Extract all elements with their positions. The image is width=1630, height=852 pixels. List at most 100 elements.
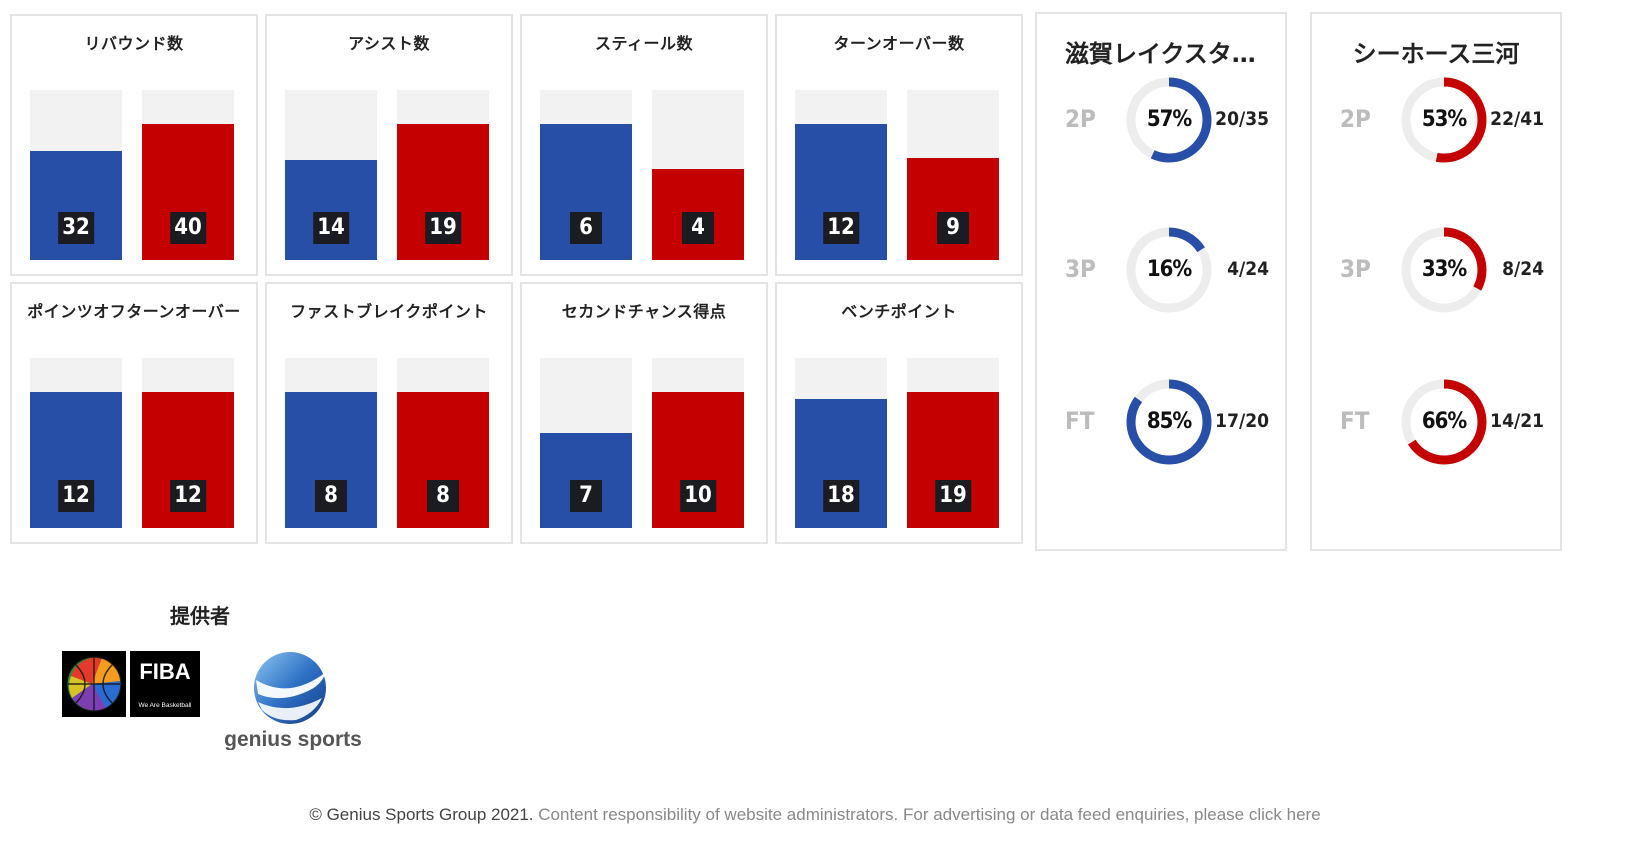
- bar-value-team2: 8: [427, 480, 459, 512]
- stat-card: ポインツオフターンオーバー 12 12: [10, 282, 258, 544]
- stat-card: アシスト数 14 19: [265, 14, 513, 276]
- footer-link[interactable]: Content responsibility of website admini…: [533, 805, 1321, 824]
- bar-track-team1: 18: [795, 358, 887, 528]
- bar-value-team2: 9: [937, 212, 969, 244]
- genius-text: genius sports: [224, 728, 362, 750]
- stat-title: セカンドチャンス得点: [561, 302, 727, 321]
- bar-track-team1: 14: [285, 90, 377, 260]
- stat-card: ベンチポイント 18 19: [775, 282, 1023, 544]
- fiba-ball-icon: [66, 656, 122, 712]
- shooting-ratio: 22/41: [1490, 108, 1544, 130]
- bar-track-team1: 7: [540, 358, 632, 528]
- bar-track-team1: 8: [285, 358, 377, 528]
- bar-track-team2: 10: [652, 358, 744, 528]
- stat-title: スティール数: [594, 34, 694, 53]
- shooting-row-2p: 2P 53% 22/41: [1312, 72, 1560, 168]
- bar-track-team2: 19: [397, 90, 489, 260]
- shooting-pct: 53%: [1421, 107, 1467, 132]
- shooting-ratio: 17/20: [1215, 410, 1269, 432]
- footer: © Genius Sports Group 2021. Content resp…: [0, 805, 1630, 825]
- stat-title: ファストブレイクポイント: [290, 302, 488, 321]
- shooting-row-ft: FT 85% 17/20: [1037, 374, 1285, 470]
- stat-card: セカンドチャンス得点 7 10: [520, 282, 768, 544]
- stat-card: ターンオーバー数 12 9: [775, 14, 1023, 276]
- stat-title: ポインツオフターンオーバー: [27, 302, 241, 321]
- donut-fill: [1126, 379, 1212, 465]
- shooting-row-2p: 2P 57% 20/35: [1037, 72, 1285, 168]
- shooting-pct: 57%: [1146, 107, 1192, 132]
- footer-copyright: © Genius Sports Group 2021.: [309, 805, 534, 824]
- shooting-row-3p: 3P 33% 8/24: [1312, 222, 1560, 318]
- shooting-label: 2P: [1065, 105, 1096, 133]
- bar-track-team2: 40: [142, 90, 234, 260]
- shooting-ratio: 20/35: [1215, 108, 1269, 130]
- bar-value-team2: 4: [682, 212, 714, 244]
- fiba-tagline: We Are Basketball: [139, 702, 193, 709]
- stat-title: ベンチポイント: [841, 302, 957, 321]
- shooting-team-name: 滋賀レイクスタ…: [1065, 40, 1256, 68]
- stat-title: アシスト数: [348, 34, 430, 53]
- shooting-ratio: 8/24: [1502, 258, 1544, 280]
- shooting-row-ft: FT 66% 14/21: [1312, 374, 1560, 470]
- bar-value-team1: 8: [315, 480, 347, 512]
- fiba-logo[interactable]: FIBA We Are Basketball: [62, 651, 200, 717]
- donut-fill: [1126, 227, 1212, 313]
- stat-title: ターンオーバー数: [833, 34, 965, 53]
- provider-label: 提供者: [170, 604, 230, 628]
- stat-title: リバウンド数: [84, 34, 184, 53]
- shooting-pct: 85%: [1146, 409, 1192, 434]
- bar-track-team2: 8: [397, 358, 489, 528]
- bar-value-team1: 6: [570, 212, 602, 244]
- bar-track-team1: 6: [540, 90, 632, 260]
- bar-value-team2: 40: [170, 212, 206, 244]
- shooting-donut: [1126, 77, 1212, 163]
- shooting-label: FT: [1340, 407, 1370, 435]
- shooting-ratio: 14/21: [1490, 410, 1544, 432]
- shooting-label: 3P: [1065, 255, 1096, 283]
- stat-card: リバウンド数 32 40: [10, 14, 258, 276]
- bar-value-team2: 12: [170, 480, 206, 512]
- donut-fill: [1401, 379, 1487, 465]
- shooting-card-team2: シーホース三河 2P 53% 22/41 3P 33% 8/24 FT 66% 14/21: [1310, 12, 1562, 551]
- bar-value-team2: 19: [935, 480, 971, 512]
- bar-value-team1: 18: [823, 480, 859, 512]
- bar-track-team2: 12: [142, 358, 234, 528]
- stat-card: ファストブレイクポイント 8 8: [265, 282, 513, 544]
- shooting-pct: 16%: [1146, 257, 1192, 282]
- shooting-donut: [1401, 227, 1487, 313]
- shooting-donut: [1126, 379, 1212, 465]
- shooting-label: 3P: [1340, 255, 1371, 283]
- bar-team2: [907, 158, 999, 260]
- shooting-card-team1: 滋賀レイクスタ… 2P 57% 20/35 3P 16% 4/24 FT 85% 17/20: [1035, 12, 1287, 551]
- shooting-row-3p: 3P 16% 4/24: [1037, 222, 1285, 318]
- shooting-pct: 33%: [1421, 257, 1467, 282]
- genius-globe-icon: [254, 652, 326, 724]
- shooting-donut: [1401, 77, 1487, 163]
- footer-band: [0, 790, 1630, 852]
- bar-track-team1: 12: [30, 358, 122, 528]
- fiba-text: FIBA: [139, 659, 190, 684]
- shooting-pct: 66%: [1421, 409, 1467, 434]
- bar-track-team2: 9: [907, 90, 999, 260]
- bar-team1: [285, 160, 377, 260]
- shooting-label: FT: [1065, 407, 1095, 435]
- donut-fill: [1401, 77, 1487, 163]
- bar-value-team2: 19: [425, 212, 461, 244]
- shooting-team-name: シーホース三河: [1352, 40, 1520, 68]
- donut-fill: [1126, 77, 1212, 163]
- bar-value-team1: 14: [313, 212, 349, 244]
- bar-track-team2: 19: [907, 358, 999, 528]
- bar-value-team2: 10: [680, 480, 716, 512]
- genius-sports-logo[interactable]: genius sports: [218, 650, 368, 750]
- bar-value-team1: 12: [58, 480, 94, 512]
- bar-value-team1: 32: [58, 212, 94, 244]
- bar-value-team1: 7: [570, 480, 602, 512]
- shooting-donut: [1126, 227, 1212, 313]
- shooting-ratio: 4/24: [1227, 258, 1269, 280]
- bar-value-team1: 12: [823, 212, 859, 244]
- bar-track-team1: 32: [30, 90, 122, 260]
- bar-track-team1: 12: [795, 90, 887, 260]
- donut-fill: [1401, 227, 1487, 313]
- stat-card: スティール数 6 4: [520, 14, 768, 276]
- shooting-label: 2P: [1340, 105, 1371, 133]
